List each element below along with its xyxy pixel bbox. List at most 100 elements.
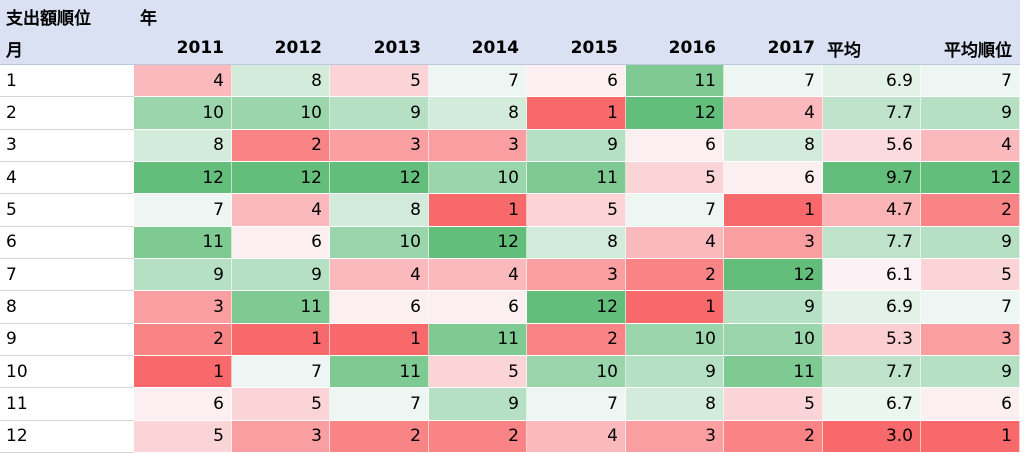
column-header[interactable]: 2016: [626, 32, 724, 65]
table-cell[interactable]: 3: [232, 420, 330, 453]
table-cell[interactable]: 9: [134, 258, 232, 292]
table-cell[interactable]: 11: [330, 355, 429, 389]
table-cell[interactable]: 3: [330, 129, 429, 162]
header-blank[interactable]: [626, 0, 724, 32]
table-cell[interactable]: 1: [921, 420, 1020, 453]
table-cell[interactable]: 3: [134, 291, 232, 324]
table-cell[interactable]: 9: [921, 97, 1020, 130]
table-cell[interactable]: 4: [724, 97, 823, 130]
table-cell[interactable]: 5: [134, 420, 232, 453]
table-cell[interactable]: 12: [134, 161, 232, 195]
row-month-label[interactable]: 9: [0, 323, 134, 356]
table-cell[interactable]: 11: [626, 65, 724, 98]
table-cell[interactable]: 1: [330, 323, 429, 356]
column-header[interactable]: 2014: [429, 32, 527, 65]
table-cell[interactable]: 7.7: [823, 97, 921, 130]
table-cell[interactable]: 10: [527, 355, 626, 389]
table-cell[interactable]: 10: [626, 323, 724, 356]
table-cell[interactable]: 8: [626, 388, 724, 421]
table-cell[interactable]: 10: [330, 226, 429, 259]
header-blank[interactable]: [429, 0, 527, 32]
header-blank[interactable]: [823, 0, 921, 32]
table-cell[interactable]: 2: [626, 258, 724, 292]
table-cell[interactable]: 12: [921, 161, 1020, 195]
column-header[interactable]: 2015: [527, 32, 626, 65]
table-cell[interactable]: 12: [626, 97, 724, 130]
table-cell[interactable]: 9: [724, 291, 823, 324]
table-cell[interactable]: 7: [921, 291, 1020, 324]
table-cell[interactable]: 6: [724, 161, 823, 195]
table-cell[interactable]: 7: [232, 355, 330, 389]
table-cell[interactable]: 11: [724, 355, 823, 389]
table-cell[interactable]: 2: [429, 420, 527, 453]
table-cell[interactable]: 12: [429, 226, 527, 259]
table-cell[interactable]: 1: [626, 291, 724, 324]
table-cell[interactable]: 4: [921, 129, 1020, 162]
table-cell[interactable]: 8: [232, 65, 330, 98]
table-cell[interactable]: 11: [134, 226, 232, 259]
table-cell[interactable]: 1: [724, 194, 823, 227]
table-cell[interactable]: 9: [921, 355, 1020, 389]
row-month-label[interactable]: 7: [0, 258, 134, 292]
table-cell[interactable]: 7.7: [823, 226, 921, 259]
table-cell[interactable]: 9: [232, 258, 330, 292]
table-cell[interactable]: 6.7: [823, 388, 921, 421]
table-cell[interactable]: 1: [232, 323, 330, 356]
table-cell[interactable]: 3.0: [823, 420, 921, 453]
table-cell[interactable]: 8: [330, 194, 429, 227]
column-header[interactable]: 2017: [724, 32, 823, 65]
table-cell[interactable]: 3: [921, 323, 1020, 356]
table-cell[interactable]: 6.9: [823, 291, 921, 324]
column-header[interactable]: 平均順位: [921, 32, 1020, 65]
table-cell[interactable]: 11: [429, 323, 527, 356]
table-cell[interactable]: 10: [724, 323, 823, 356]
table-cell[interactable]: 7.7: [823, 355, 921, 389]
row-month-label[interactable]: 8: [0, 291, 134, 324]
table-cell[interactable]: 7: [527, 388, 626, 421]
table-cell[interactable]: 10: [429, 161, 527, 195]
table-cell[interactable]: 4: [330, 258, 429, 292]
table-cell[interactable]: 3: [626, 420, 724, 453]
table-cell[interactable]: 6.1: [823, 258, 921, 292]
table-cell[interactable]: 6: [921, 388, 1020, 421]
table-cell[interactable]: 9.7: [823, 161, 921, 195]
header-blank[interactable]: [330, 0, 429, 32]
table-cell[interactable]: 9: [626, 355, 724, 389]
table-cell[interactable]: 6: [134, 388, 232, 421]
table-cell[interactable]: 7: [134, 194, 232, 227]
table-cell[interactable]: 10: [232, 97, 330, 130]
table-cell[interactable]: 11: [527, 161, 626, 195]
row-month-label[interactable]: 2: [0, 97, 134, 130]
table-cell[interactable]: 7: [921, 65, 1020, 98]
header-blank[interactable]: [921, 0, 1020, 32]
table-cell[interactable]: 5: [429, 355, 527, 389]
table-cell[interactable]: 4: [626, 226, 724, 259]
table-cell[interactable]: 2: [724, 420, 823, 453]
table-cell[interactable]: 3: [724, 226, 823, 259]
table-cell[interactable]: 11: [232, 291, 330, 324]
table-cell[interactable]: 12: [232, 161, 330, 195]
table-cell[interactable]: 6: [626, 129, 724, 162]
row-month-label[interactable]: 10: [0, 355, 134, 389]
header-year-label[interactable]: 年: [134, 0, 232, 32]
table-cell[interactable]: 5.3: [823, 323, 921, 356]
table-cell[interactable]: 5: [232, 388, 330, 421]
row-month-label[interactable]: 6: [0, 226, 134, 259]
column-header[interactable]: 2012: [232, 32, 330, 65]
row-month-label[interactable]: 1: [0, 65, 134, 98]
table-cell[interactable]: 12: [527, 291, 626, 324]
table-cell[interactable]: 1: [527, 97, 626, 130]
table-cell[interactable]: 6: [527, 65, 626, 98]
table-cell[interactable]: 2: [232, 129, 330, 162]
table-cell[interactable]: 7: [626, 194, 724, 227]
row-month-label[interactable]: 4: [0, 161, 134, 195]
column-header[interactable]: 2011: [134, 32, 232, 65]
row-month-label[interactable]: 12: [0, 420, 134, 453]
row-month-label[interactable]: 5: [0, 194, 134, 227]
table-cell[interactable]: 5.6: [823, 129, 921, 162]
table-cell[interactable]: 6.9: [823, 65, 921, 98]
table-cell[interactable]: 8: [429, 97, 527, 130]
table-cell[interactable]: 7: [330, 388, 429, 421]
table-cell[interactable]: 2: [330, 420, 429, 453]
table-cell[interactable]: 4: [429, 258, 527, 292]
